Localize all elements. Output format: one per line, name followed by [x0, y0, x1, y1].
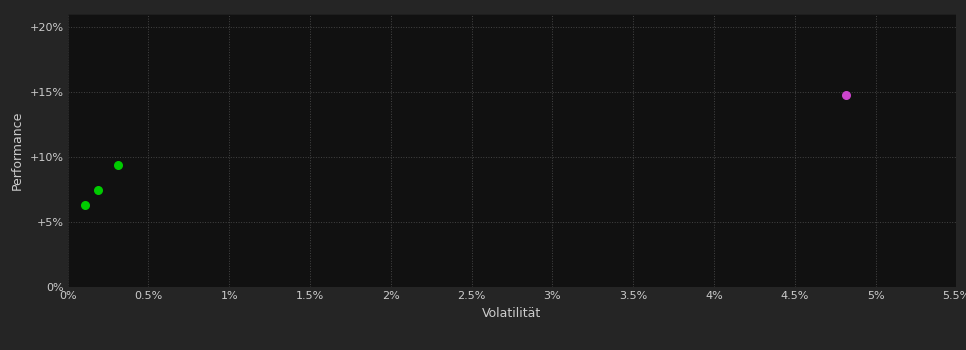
- X-axis label: Volatilität: Volatilität: [482, 307, 542, 320]
- Point: [77, 202, 93, 208]
- Point: [110, 162, 126, 168]
- Point: [90, 187, 105, 192]
- Point: [838, 92, 854, 97]
- Y-axis label: Performance: Performance: [11, 111, 24, 190]
